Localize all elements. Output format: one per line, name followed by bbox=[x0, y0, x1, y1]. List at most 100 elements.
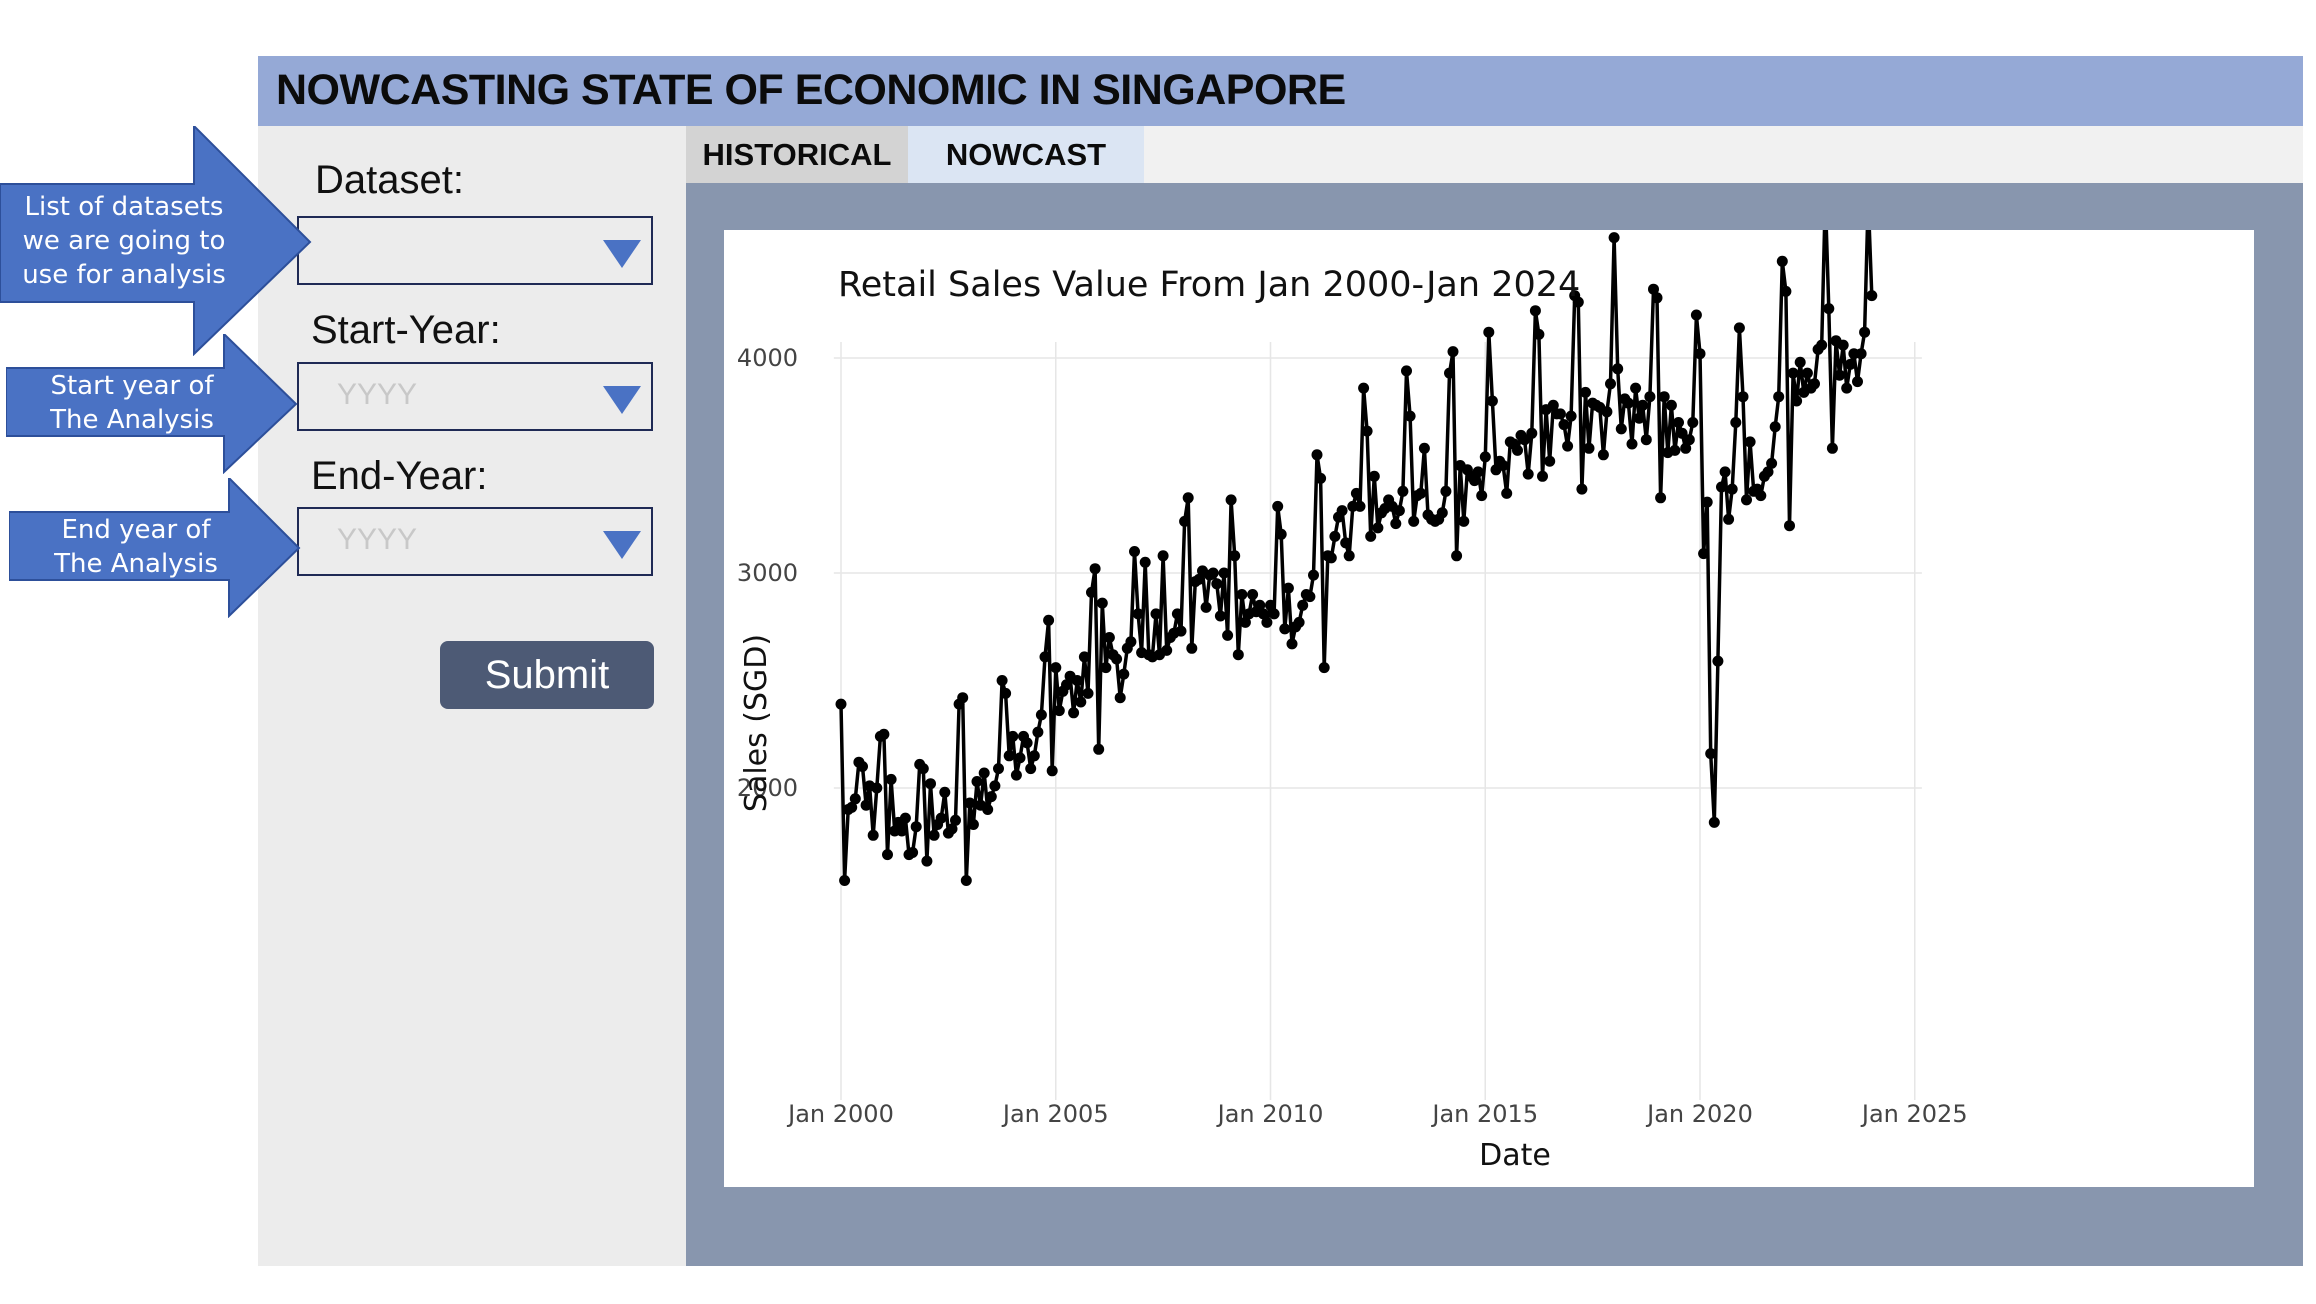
end-year-select[interactable]: YYYY bbox=[297, 507, 653, 576]
app-header: NOWCASTING STATE OF ECONOMIC IN SINGAPOR… bbox=[258, 56, 2303, 126]
data-point bbox=[1612, 363, 1624, 375]
data-point bbox=[996, 675, 1008, 686]
data-point bbox=[1265, 599, 1276, 611]
data-point bbox=[1519, 434, 1531, 446]
data-point bbox=[1648, 283, 1659, 295]
submit-button[interactable]: Submit bbox=[440, 641, 654, 709]
data-point bbox=[1726, 483, 1738, 495]
data-point bbox=[1705, 748, 1717, 760]
data-point bbox=[1390, 518, 1402, 530]
data-point bbox=[1361, 425, 1373, 437]
data-point bbox=[1118, 668, 1130, 680]
data-point bbox=[867, 829, 879, 841]
data-point bbox=[1809, 378, 1820, 390]
chart-grid bbox=[833, 342, 1922, 1100]
data-point bbox=[1093, 743, 1105, 755]
app-title: NOWCASTING STATE OF ECONOMIC IN SINGAPOR… bbox=[276, 66, 1346, 114]
data-point bbox=[957, 692, 969, 704]
data-point bbox=[1257, 608, 1269, 620]
start-year-placeholder: YYYY bbox=[337, 378, 418, 411]
data-point bbox=[1837, 339, 1849, 351]
data-point bbox=[1701, 496, 1713, 508]
x-tick-label: Jan 2025 bbox=[1860, 1100, 1968, 1128]
y-axis-title: Sales (SGD) bbox=[739, 634, 774, 812]
dataset-select[interactable] bbox=[297, 216, 653, 285]
data-point bbox=[1272, 500, 1284, 512]
data-point bbox=[1232, 649, 1244, 661]
data-point bbox=[1043, 614, 1055, 626]
data-point bbox=[1325, 552, 1337, 564]
data-point bbox=[882, 849, 893, 861]
data-point bbox=[1866, 290, 1878, 302]
data-point bbox=[1690, 309, 1702, 321]
data-point bbox=[1297, 599, 1309, 611]
callout-start-line-2: The Analysis bbox=[50, 405, 214, 435]
data-point bbox=[1719, 466, 1731, 478]
y-tick-label: 2000 bbox=[737, 774, 798, 802]
data-point bbox=[1526, 427, 1538, 439]
data-point bbox=[1368, 470, 1380, 482]
callout-start-year: Start year of The Analysis bbox=[6, 334, 298, 474]
data-point bbox=[1068, 707, 1080, 719]
data-point bbox=[985, 791, 997, 803]
data-point bbox=[907, 847, 919, 858]
dataset-label: Dataset: bbox=[315, 158, 464, 202]
callout-end-line-2: The Analysis bbox=[54, 549, 218, 579]
callout-dataset-line-3: use for analysis bbox=[22, 260, 226, 290]
data-point bbox=[1680, 442, 1692, 454]
data-point bbox=[1418, 442, 1430, 454]
data-point bbox=[1451, 550, 1463, 562]
y-tick-label: 3000 bbox=[737, 559, 798, 587]
data-point bbox=[1436, 507, 1448, 519]
start-year-select[interactable]: YYYY bbox=[297, 362, 653, 431]
x-tick-label: Jan 2010 bbox=[1216, 1100, 1324, 1128]
data-point bbox=[1615, 423, 1627, 435]
data-point bbox=[1007, 730, 1019, 742]
data-point bbox=[1236, 589, 1248, 600]
data-point bbox=[1458, 515, 1470, 527]
data-point bbox=[1469, 475, 1480, 487]
data-point bbox=[1784, 520, 1795, 532]
data-point bbox=[1733, 322, 1745, 334]
data-point bbox=[1529, 305, 1541, 317]
data-point bbox=[1554, 408, 1566, 420]
data-point bbox=[1089, 563, 1101, 575]
data-point bbox=[1239, 616, 1251, 628]
data-point bbox=[1440, 485, 1452, 497]
data-point bbox=[1651, 292, 1663, 304]
tab-historical[interactable]: HISTORICAL bbox=[686, 126, 908, 183]
data-point bbox=[1558, 419, 1570, 431]
x-tick-label: Jan 2005 bbox=[1001, 1100, 1109, 1128]
data-point bbox=[1010, 769, 1022, 781]
data-point bbox=[1665, 399, 1677, 411]
data-point bbox=[1762, 466, 1774, 478]
data-point bbox=[1200, 601, 1212, 613]
tab-nowcast[interactable]: NOWCAST bbox=[908, 126, 1144, 183]
data-point bbox=[1293, 616, 1305, 628]
data-point bbox=[1572, 296, 1584, 308]
data-point bbox=[1776, 255, 1788, 267]
data-point bbox=[1576, 483, 1588, 495]
data-point bbox=[967, 819, 979, 830]
data-point bbox=[1608, 232, 1620, 244]
data-point bbox=[1021, 737, 1033, 749]
data-point bbox=[1393, 505, 1405, 517]
data-point bbox=[1207, 567, 1219, 579]
data-point bbox=[1275, 528, 1287, 540]
data-point bbox=[1444, 367, 1455, 379]
start-year-label: Start-Year: bbox=[311, 308, 501, 352]
data-point bbox=[1737, 391, 1749, 403]
data-point bbox=[1687, 417, 1699, 428]
callout-start-line-1: Start year of bbox=[50, 371, 214, 401]
data-point bbox=[978, 767, 990, 779]
data-point bbox=[1311, 449, 1323, 461]
data-point bbox=[1769, 421, 1781, 433]
data-point bbox=[1053, 705, 1065, 717]
data-point bbox=[1826, 442, 1838, 454]
data-point bbox=[939, 786, 951, 798]
data-point bbox=[1486, 395, 1498, 407]
data-point bbox=[1497, 460, 1509, 471]
data-point bbox=[1171, 608, 1183, 620]
data-point bbox=[1744, 436, 1756, 448]
data-point bbox=[1279, 623, 1291, 635]
